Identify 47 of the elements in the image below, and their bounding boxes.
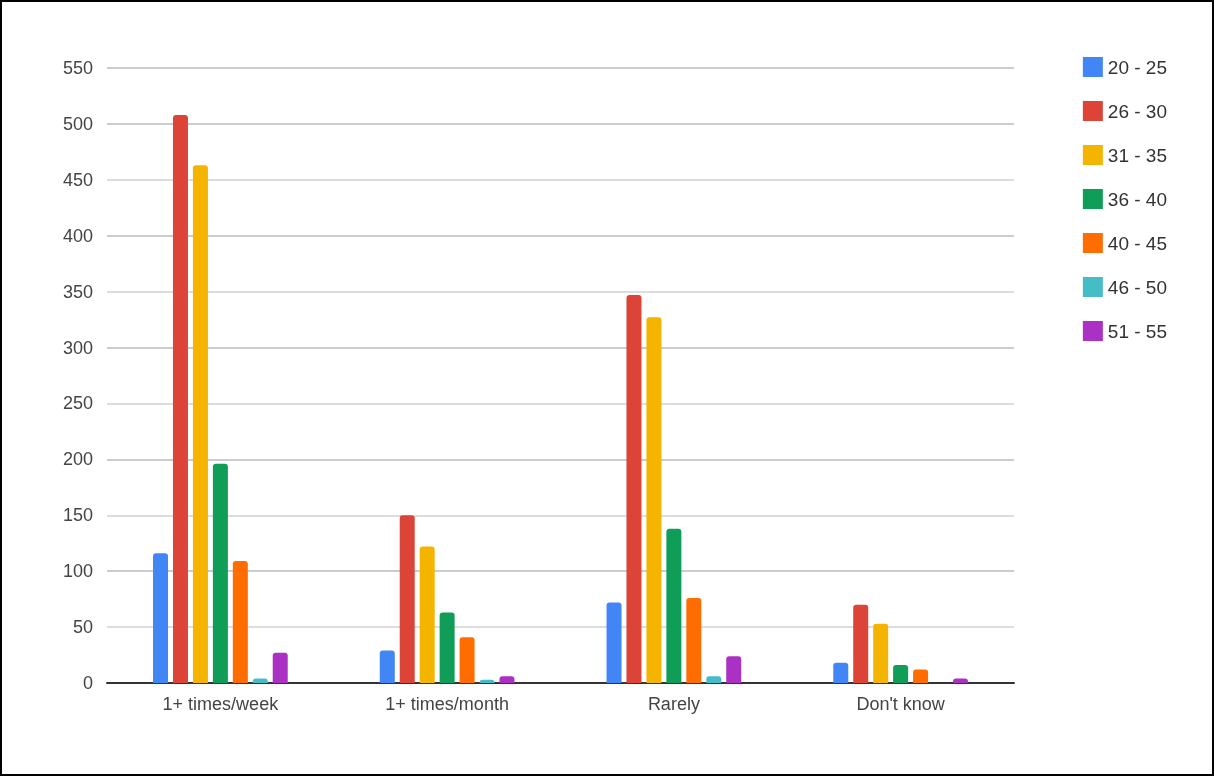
legend-label: 31 - 35 [1107,144,1167,166]
bar [272,652,288,683]
y-tick-label: 0 [82,673,93,693]
y-tick-label: 200 [62,449,93,470]
bar [399,515,415,683]
y-tick-label: 500 [62,113,93,134]
y-tick-label: 300 [62,337,93,358]
y-tick-label: 50 [72,617,93,638]
bar [626,294,642,683]
legend-label: 26 - 30 [1107,100,1167,122]
legend-label: 20 - 25 [1107,56,1167,78]
bar [459,637,475,683]
y-tick-label: 350 [62,281,93,302]
bar [419,546,435,683]
y-tick-label: 450 [62,169,93,190]
x-tick-label: Rarely [647,694,700,714]
bar [893,665,909,683]
bar [726,656,742,683]
y-tick-label: 550 [62,58,93,78]
bar [686,598,702,683]
bar [232,561,248,683]
x-tick-label: 1+ times/week [162,694,280,714]
x-tick-label: Don't know [856,694,946,714]
legend-label: 40 - 45 [1107,232,1167,254]
legend-label: 36 - 40 [1107,188,1167,210]
bar [833,662,849,683]
bar [499,676,515,683]
y-tick-label: 250 [62,393,93,414]
y-tick-label: 150 [62,505,93,526]
bar [606,602,622,683]
bar [873,623,889,683]
bar [379,650,395,683]
bar [212,463,228,683]
bar [706,676,722,683]
bar [153,553,169,683]
x-tick-label: 1+ times/month [385,694,509,714]
y-tick-label: 100 [62,561,93,582]
bar [913,669,929,683]
bar [853,604,869,683]
legend-label: 46 - 50 [1107,276,1167,298]
bar [666,528,682,683]
bar [439,612,455,683]
y-tick-label: 400 [62,225,93,246]
bar [192,165,208,683]
bar [172,114,188,683]
legend-label: 51 - 55 [1107,320,1167,342]
bar [646,317,662,683]
